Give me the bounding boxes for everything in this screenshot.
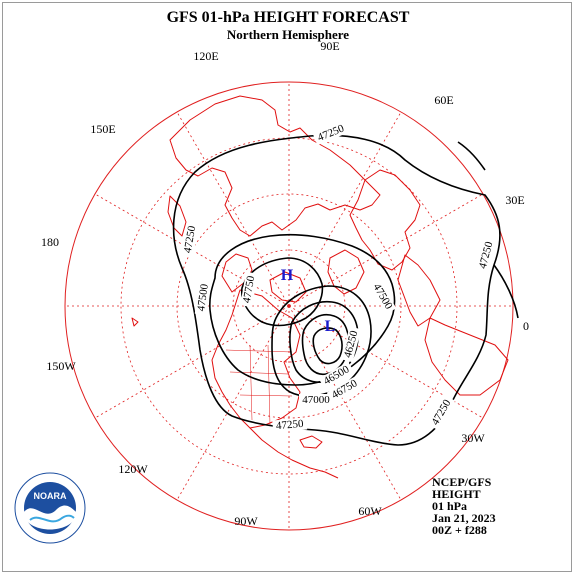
border-line xyxy=(229,371,289,375)
lon-label-180: 180 xyxy=(41,235,59,249)
height-contours xyxy=(172,134,519,446)
meridian xyxy=(288,193,484,307)
contour-label-47250-bottom: 47250 xyxy=(276,418,305,432)
contour-fragment xyxy=(457,141,486,171)
meridian xyxy=(176,305,290,501)
coast-north-america xyxy=(211,289,301,429)
contour-label-47750: 47750 xyxy=(241,274,258,304)
info-block: NCEP/GFS HEIGHT 01 hPa Jan 21, 2023 00Z … xyxy=(432,475,496,537)
lon-label-30e: 30E xyxy=(505,193,524,207)
coast-africa xyxy=(424,317,509,396)
label-bg xyxy=(427,394,456,431)
contour-label-47250-top: 47250 xyxy=(316,122,346,144)
map-frame xyxy=(2,2,572,572)
contour-47500 xyxy=(209,233,396,386)
logo-wave-line xyxy=(29,514,75,523)
contour-47250 xyxy=(172,134,501,446)
label-bg xyxy=(318,361,355,390)
label-bg xyxy=(312,121,349,146)
contour-label-47500-left: 47500 xyxy=(195,283,211,312)
contour-46250 xyxy=(312,327,343,365)
label-bg xyxy=(340,326,362,363)
info-source: NCEP/GFS xyxy=(432,475,492,489)
coast-hawaii xyxy=(131,317,139,327)
lon-label-150w: 150W xyxy=(46,359,76,373)
border-line xyxy=(225,349,293,353)
political-boundaries xyxy=(225,344,293,426)
coast-cuba xyxy=(299,435,323,449)
high-pressure-marker: H xyxy=(281,267,294,284)
coast-arctic-islands xyxy=(269,271,307,303)
noaa-logo: NOARA xyxy=(14,472,86,544)
lon-label-150e: 150E xyxy=(90,122,115,136)
contour-label-47500-right: 47500 xyxy=(371,282,395,312)
lon-label-90w: 90W xyxy=(234,514,258,528)
contour-label-47250-left: 47250 xyxy=(182,224,199,254)
meridian xyxy=(94,193,290,307)
contour-label-47000: 47000 xyxy=(302,394,330,406)
lon-label-120e: 120E xyxy=(193,49,218,63)
contour-label-47250-right: 47250 xyxy=(477,240,496,270)
coast-asia xyxy=(169,95,381,237)
coastlines xyxy=(131,95,509,479)
contour-labels: 47250 47250 47250 47250 47250 47500 4750… xyxy=(181,121,497,433)
coast-mediterranean xyxy=(397,254,441,327)
info-date: Jan 21, 2023 xyxy=(432,511,496,525)
hemisphere-boundary xyxy=(64,81,514,531)
longitude-labels: 90E 120E 60E 150E 30E 180 0 150W 30W 120… xyxy=(41,39,529,528)
low-pressure-marker: L xyxy=(325,318,336,335)
border-line xyxy=(267,344,271,426)
border-line xyxy=(239,394,293,397)
info-forecast-hour: 00Z + f288 xyxy=(432,523,487,537)
label-bg xyxy=(272,417,308,433)
lon-label-60w: 60W xyxy=(358,504,382,518)
lon-label-120w: 120W xyxy=(118,462,148,476)
coast-greenland xyxy=(327,249,365,295)
coast-europe xyxy=(349,169,421,271)
meridian xyxy=(288,305,402,501)
lon-label-30w: 30W xyxy=(461,431,485,445)
label-bg xyxy=(475,237,497,274)
label-bg xyxy=(368,278,397,315)
coast-japan xyxy=(167,195,187,237)
lon-label-0: 0 xyxy=(523,319,529,333)
label-bg xyxy=(299,394,333,406)
info-field: HEIGHT xyxy=(432,487,481,501)
label-bg xyxy=(240,271,258,308)
logo-wave xyxy=(24,505,76,530)
coast-central-america xyxy=(249,427,339,479)
lon-label-90e: 90E xyxy=(320,39,339,53)
meridian xyxy=(176,111,290,307)
meridian xyxy=(94,305,290,419)
lon-label-60e: 60E xyxy=(434,93,453,107)
label-bg xyxy=(181,221,199,258)
logo-text: NOARA xyxy=(34,491,67,501)
border-line xyxy=(249,344,253,421)
info-level: 01 hPa xyxy=(432,499,467,513)
map-title: GFS 01-hPa HEIGHT FORECAST xyxy=(167,9,410,26)
label-bg xyxy=(194,279,212,316)
label-bg xyxy=(326,375,363,404)
contour-fragment xyxy=(493,264,519,319)
contour-46500 xyxy=(301,314,350,376)
map-subtitle: Northern Hemisphere xyxy=(227,27,349,42)
contour-label-47250-br: 47250 xyxy=(429,397,453,427)
